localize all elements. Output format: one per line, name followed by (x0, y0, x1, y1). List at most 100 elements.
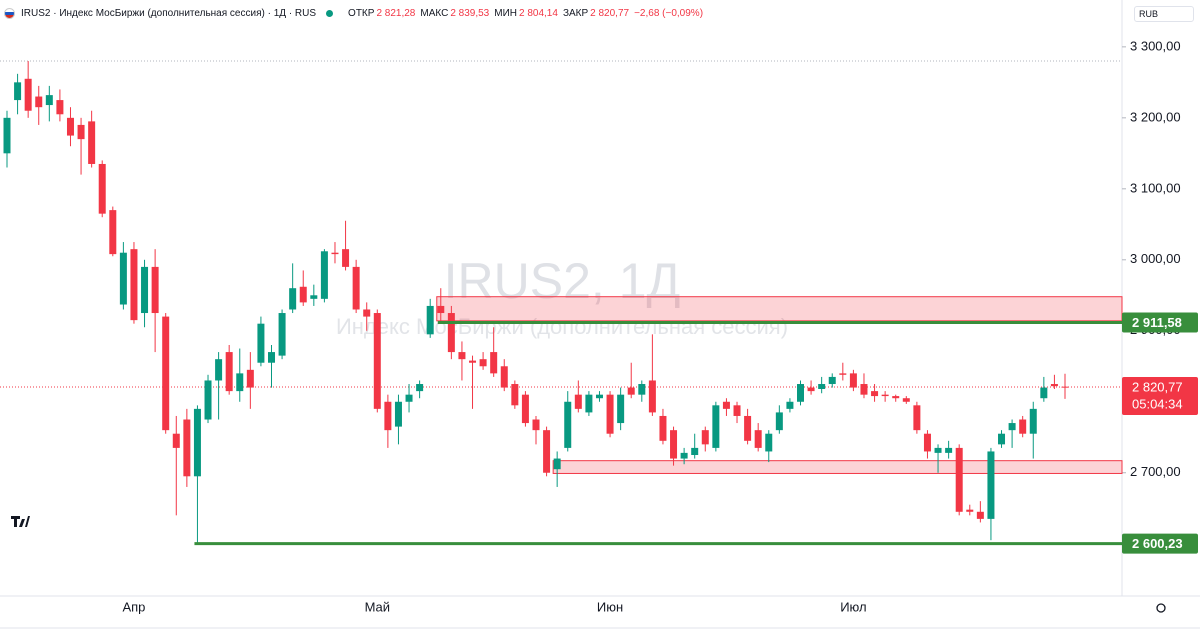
tv-logo (11, 516, 30, 527)
ohlc-value: 2 804,14 (519, 7, 558, 19)
y-tick-label: 2 700,00 (1130, 464, 1181, 479)
candle-body (786, 401, 794, 409)
candle-body (828, 376, 836, 385)
y-tick-label: 3 300,00 (1130, 38, 1181, 53)
candle-body (215, 359, 223, 381)
candle-body (881, 394, 889, 397)
candle-body (310, 295, 318, 299)
candle-body (532, 419, 540, 431)
ohlc-key: ОТКР (348, 7, 375, 19)
candle-body (521, 394, 529, 424)
candle-body (1061, 386, 1069, 388)
candle-body (225, 352, 233, 392)
candle-body (987, 451, 995, 519)
candle-body (976, 511, 984, 519)
candle-body (490, 352, 498, 374)
candle-body (998, 433, 1006, 445)
last-price-label: 2 820,77 (1132, 379, 1183, 394)
candle-body (88, 121, 96, 164)
ohlc-key: МИН (494, 7, 517, 19)
watermark-description: Индекс МосБиржи (дополнительная сессия) (336, 314, 788, 339)
candle-body (405, 394, 413, 402)
candle-body (24, 78, 32, 111)
candle-body (66, 117, 74, 136)
candle-body (289, 288, 297, 310)
candle-body (130, 249, 138, 321)
x-tick-label: Июл (840, 599, 866, 614)
candle-body (818, 384, 826, 389)
candle-body (320, 251, 328, 299)
candles (3, 61, 1069, 544)
flag-icon (4, 7, 15, 19)
candle-body (257, 323, 265, 363)
candle-body (934, 447, 942, 453)
candle-body (193, 408, 201, 477)
candle-body (733, 405, 741, 416)
candle-body (1008, 423, 1016, 431)
candle-body (701, 430, 709, 445)
candle-body (447, 313, 455, 353)
countdown-label: 05:04:34 (1132, 396, 1183, 411)
ohlc-value: 2 820,77 (590, 7, 630, 19)
zone (552, 460, 1123, 474)
candle-body (892, 396, 900, 399)
candle-body (744, 415, 752, 441)
candle-body (1040, 387, 1048, 399)
candle-body (363, 309, 371, 317)
candle-body (606, 394, 614, 434)
candle-body (352, 266, 360, 310)
candle-body (691, 447, 699, 456)
candle-body (268, 352, 275, 363)
symbol-title[interactable]: IRUS2 · Индекс МосБиржи (дополнительная … (21, 7, 317, 19)
x-tick-label: Май (365, 599, 390, 614)
candle-body (278, 313, 286, 356)
candle-body (1029, 408, 1037, 434)
candle-body (902, 398, 910, 402)
level-label-bg (1122, 533, 1198, 554)
candle-body (416, 384, 424, 392)
candle-body (595, 394, 603, 399)
candle-body (722, 401, 730, 409)
market-status (326, 9, 334, 17)
candle-body (384, 401, 392, 431)
candle-body (765, 433, 773, 452)
x-tick-label: Апр (122, 599, 145, 614)
y-tick-label: 3 100,00 (1130, 180, 1181, 195)
candle-body (543, 430, 551, 473)
candle-body (98, 163, 106, 214)
candle-body (479, 359, 487, 367)
candle-body (617, 394, 625, 424)
candle-body (426, 305, 434, 335)
currency-button[interactable]: RUB (1134, 6, 1194, 22)
ohlc-key: ЗАКР (562, 7, 589, 19)
last-price-bg (1122, 377, 1198, 416)
candle-body (797, 384, 804, 402)
candle-body (638, 384, 646, 395)
candle-body (151, 266, 159, 314)
candle-body (35, 96, 43, 108)
candle-body (1019, 419, 1027, 434)
candle-body (966, 509, 974, 512)
candle-body (3, 117, 11, 154)
candle-body (437, 305, 445, 314)
candle-body (162, 316, 170, 431)
candle-body (299, 286, 307, 303)
candle-body (754, 430, 762, 448)
candle-body (945, 447, 953, 453)
candle-body (680, 452, 688, 459)
candle-body (204, 380, 212, 420)
candle-body (246, 369, 254, 388)
x-tick-label: Июн (597, 599, 623, 614)
candle-body (342, 249, 350, 267)
candle-body (56, 100, 64, 115)
y-tick-label: 3 000,00 (1130, 251, 1181, 266)
ohlc-value: 2 839,53 (450, 7, 490, 19)
candle-body (458, 352, 466, 360)
candle-body (807, 387, 815, 392)
candle-body (923, 433, 931, 452)
candle-body (1050, 384, 1058, 387)
candle-body (172, 433, 180, 448)
candle-body (839, 373, 847, 375)
